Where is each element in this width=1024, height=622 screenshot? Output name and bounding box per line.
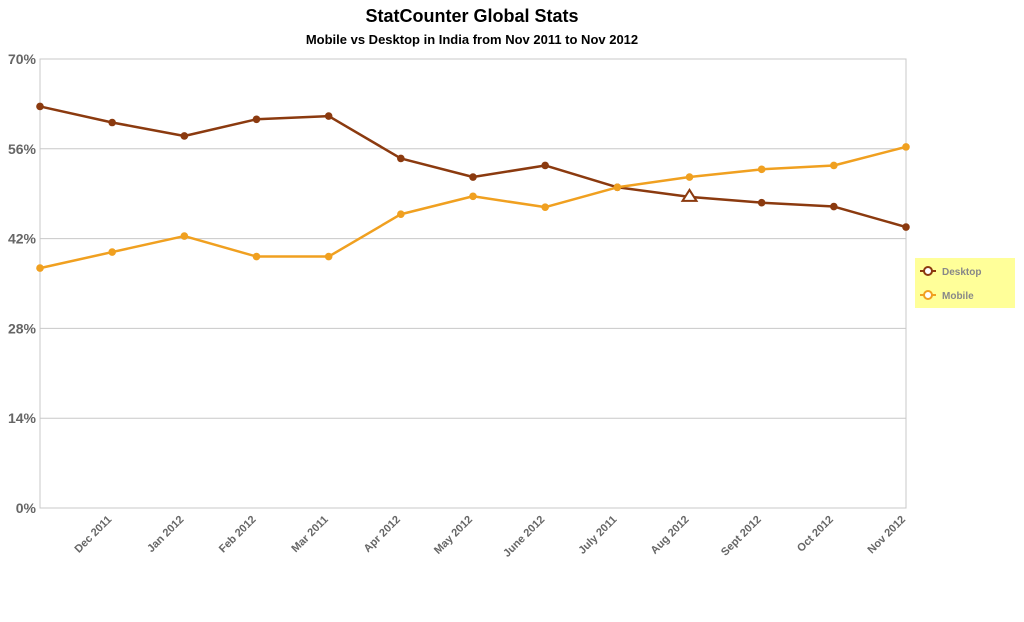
x-tick-label: Aug 2012 [649,514,692,557]
x-tick-label: Oct 2012 [795,514,836,555]
x-tick-label: July 2011 [576,514,619,557]
data-point-mobile[interactable] [830,161,838,170]
series-line-mobile [39,145,907,270]
data-point-desktop[interactable] [902,223,910,231]
legend-label-desktop[interactable]: Desktop [942,267,981,278]
chart-title: StatCounter Global Stats [365,6,578,26]
x-tick-label: Nov 2012 [865,514,908,557]
x-tick-label: Feb 2012 [217,514,259,556]
y-axis: 0% 14% 28% 42% 56% 70% [8,51,37,516]
legend: Desktop Mobile [915,258,1015,308]
legend-label-mobile[interactable]: Mobile [942,291,974,302]
y-tick-label: 14% [8,410,37,426]
data-point-mobile[interactable] [902,143,910,151]
series-group [36,102,910,272]
y-tick-label: 28% [8,320,37,336]
y-tick-label: 70% [8,51,37,67]
data-point-mobile[interactable] [613,183,622,192]
x-tick-label: Apr 2012 [362,514,403,555]
data-point-mobile[interactable] [324,252,333,261]
x-tick-label: Sept 2012 [719,514,764,559]
data-point-mobile[interactable] [541,203,549,211]
data-point-desktop[interactable] [830,202,838,211]
chart-subtitle: Mobile vs Desktop in India from Nov 2011… [306,32,638,47]
data-point-mobile[interactable] [108,248,116,256]
triangle-marker-icon [680,188,699,202]
data-point-desktop[interactable] [397,154,405,163]
legend-marker-mobile [923,290,933,300]
data-point-mobile[interactable] [252,252,261,261]
data-point-mobile[interactable] [36,264,44,272]
data-point-mobile[interactable] [685,173,694,181]
y-tick-label: 42% [8,231,37,247]
legend-box [915,258,1015,308]
grid [39,58,907,509]
data-point-mobile[interactable] [757,165,766,174]
data-point-desktop[interactable] [324,112,333,120]
series-line-desktop [39,105,907,229]
data-point-desktop[interactable] [469,173,477,181]
x-axis: Dec 2011 Jan 2012 Feb 2012 Mar 2011 Apr 2012… [72,514,908,560]
data-point-desktop[interactable] [757,198,766,207]
data-point-desktop[interactable] [252,115,261,124]
data-point-mobile[interactable] [180,232,189,240]
plot-frame [39,58,907,509]
y-tick-label: 0% [16,500,37,516]
data-point-mobile[interactable] [397,210,405,219]
legend-marker-desktop [923,266,933,276]
data-point-mobile[interactable] [469,192,477,201]
x-tick-label: Jan 2012 [145,514,186,555]
x-tick-label: May 2012 [432,514,475,557]
x-tick-label: Mar 2011 [289,514,330,555]
data-point-desktop[interactable] [541,161,549,170]
data-point-desktop[interactable] [36,102,44,111]
data-point-desktop[interactable] [180,132,189,140]
data-point-desktop[interactable] [108,118,116,127]
x-tick-label: June 2012 [501,514,547,560]
y-tick-label: 56% [8,141,37,157]
x-tick-label: Dec 2011 [72,514,114,556]
